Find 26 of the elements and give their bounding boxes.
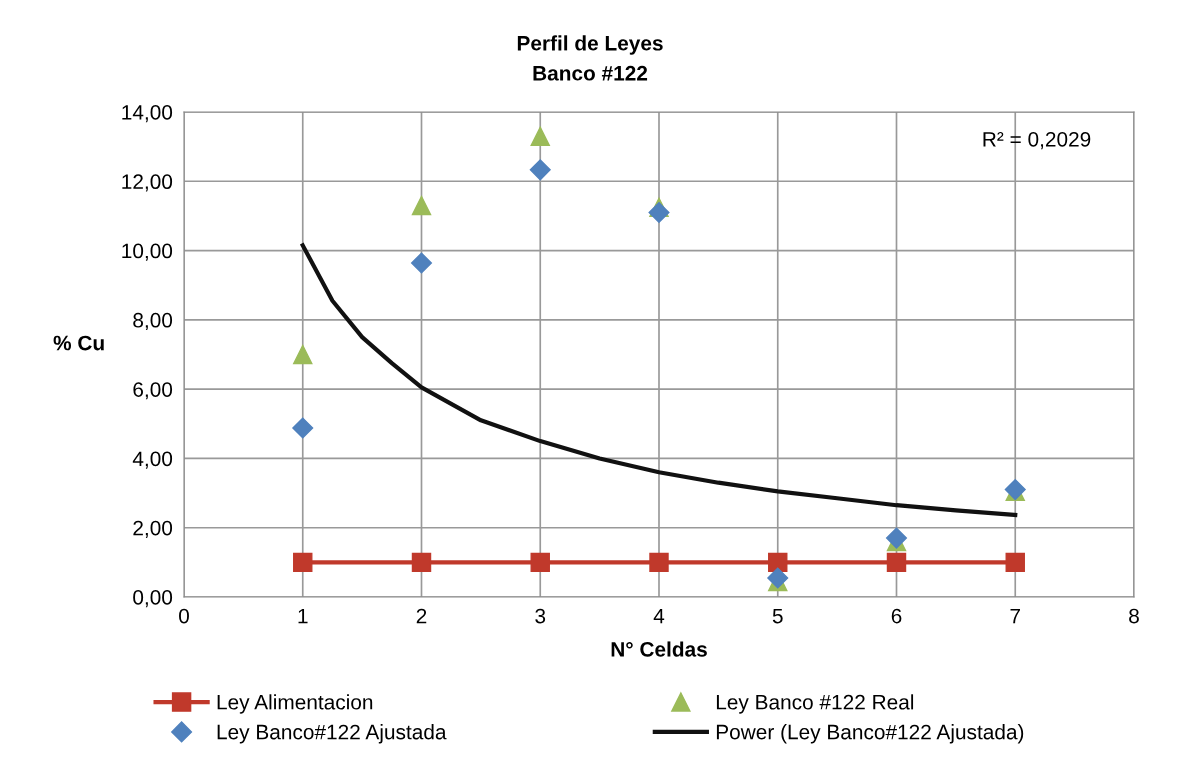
y-tick-label: 4,00	[132, 451, 173, 469]
y-tick-label: 10,00	[122, 243, 173, 261]
y-tick-label: 2,00	[133, 520, 173, 538]
y-axis-title: % Cu	[53, 335, 104, 351]
legend-label: Ley Alimentacion	[217, 694, 373, 714]
x-tick-label: 0	[179, 608, 189, 624]
annotation: R² = 0,2029	[983, 131, 1091, 150]
y-tick-label: 12,00	[122, 174, 173, 192]
y-tick-label: 14,00	[122, 105, 173, 123]
x-tick-label: 7	[1010, 608, 1020, 624]
x-tick-label: 3	[535, 608, 546, 624]
chart-title: Perfil de Leyes	[517, 35, 663, 55]
y-tick-label: 8,00	[133, 312, 173, 331]
x-tick-label: 6	[891, 608, 902, 624]
x-axis-title: N° Celdas	[611, 641, 707, 657]
chart-subtitle: Banco #122	[533, 65, 648, 81]
legend-label: Ley Banco#122 Ajustada	[217, 724, 447, 744]
y-tick-label: 0,00	[133, 590, 173, 608]
x-tick-label: 4	[653, 608, 665, 624]
x-tick-label: 5	[772, 608, 783, 624]
x-tick-label: 1	[298, 608, 308, 624]
legend-label: Power (Ley Banco#122 Ajustada)	[716, 724, 1024, 744]
x-tick-label: 2	[416, 608, 427, 624]
y-tick-label: 6,00	[133, 382, 173, 400]
x-tick-label: 8	[1129, 608, 1139, 624]
legend-label: Ley Banco #122 Real	[716, 694, 914, 714]
